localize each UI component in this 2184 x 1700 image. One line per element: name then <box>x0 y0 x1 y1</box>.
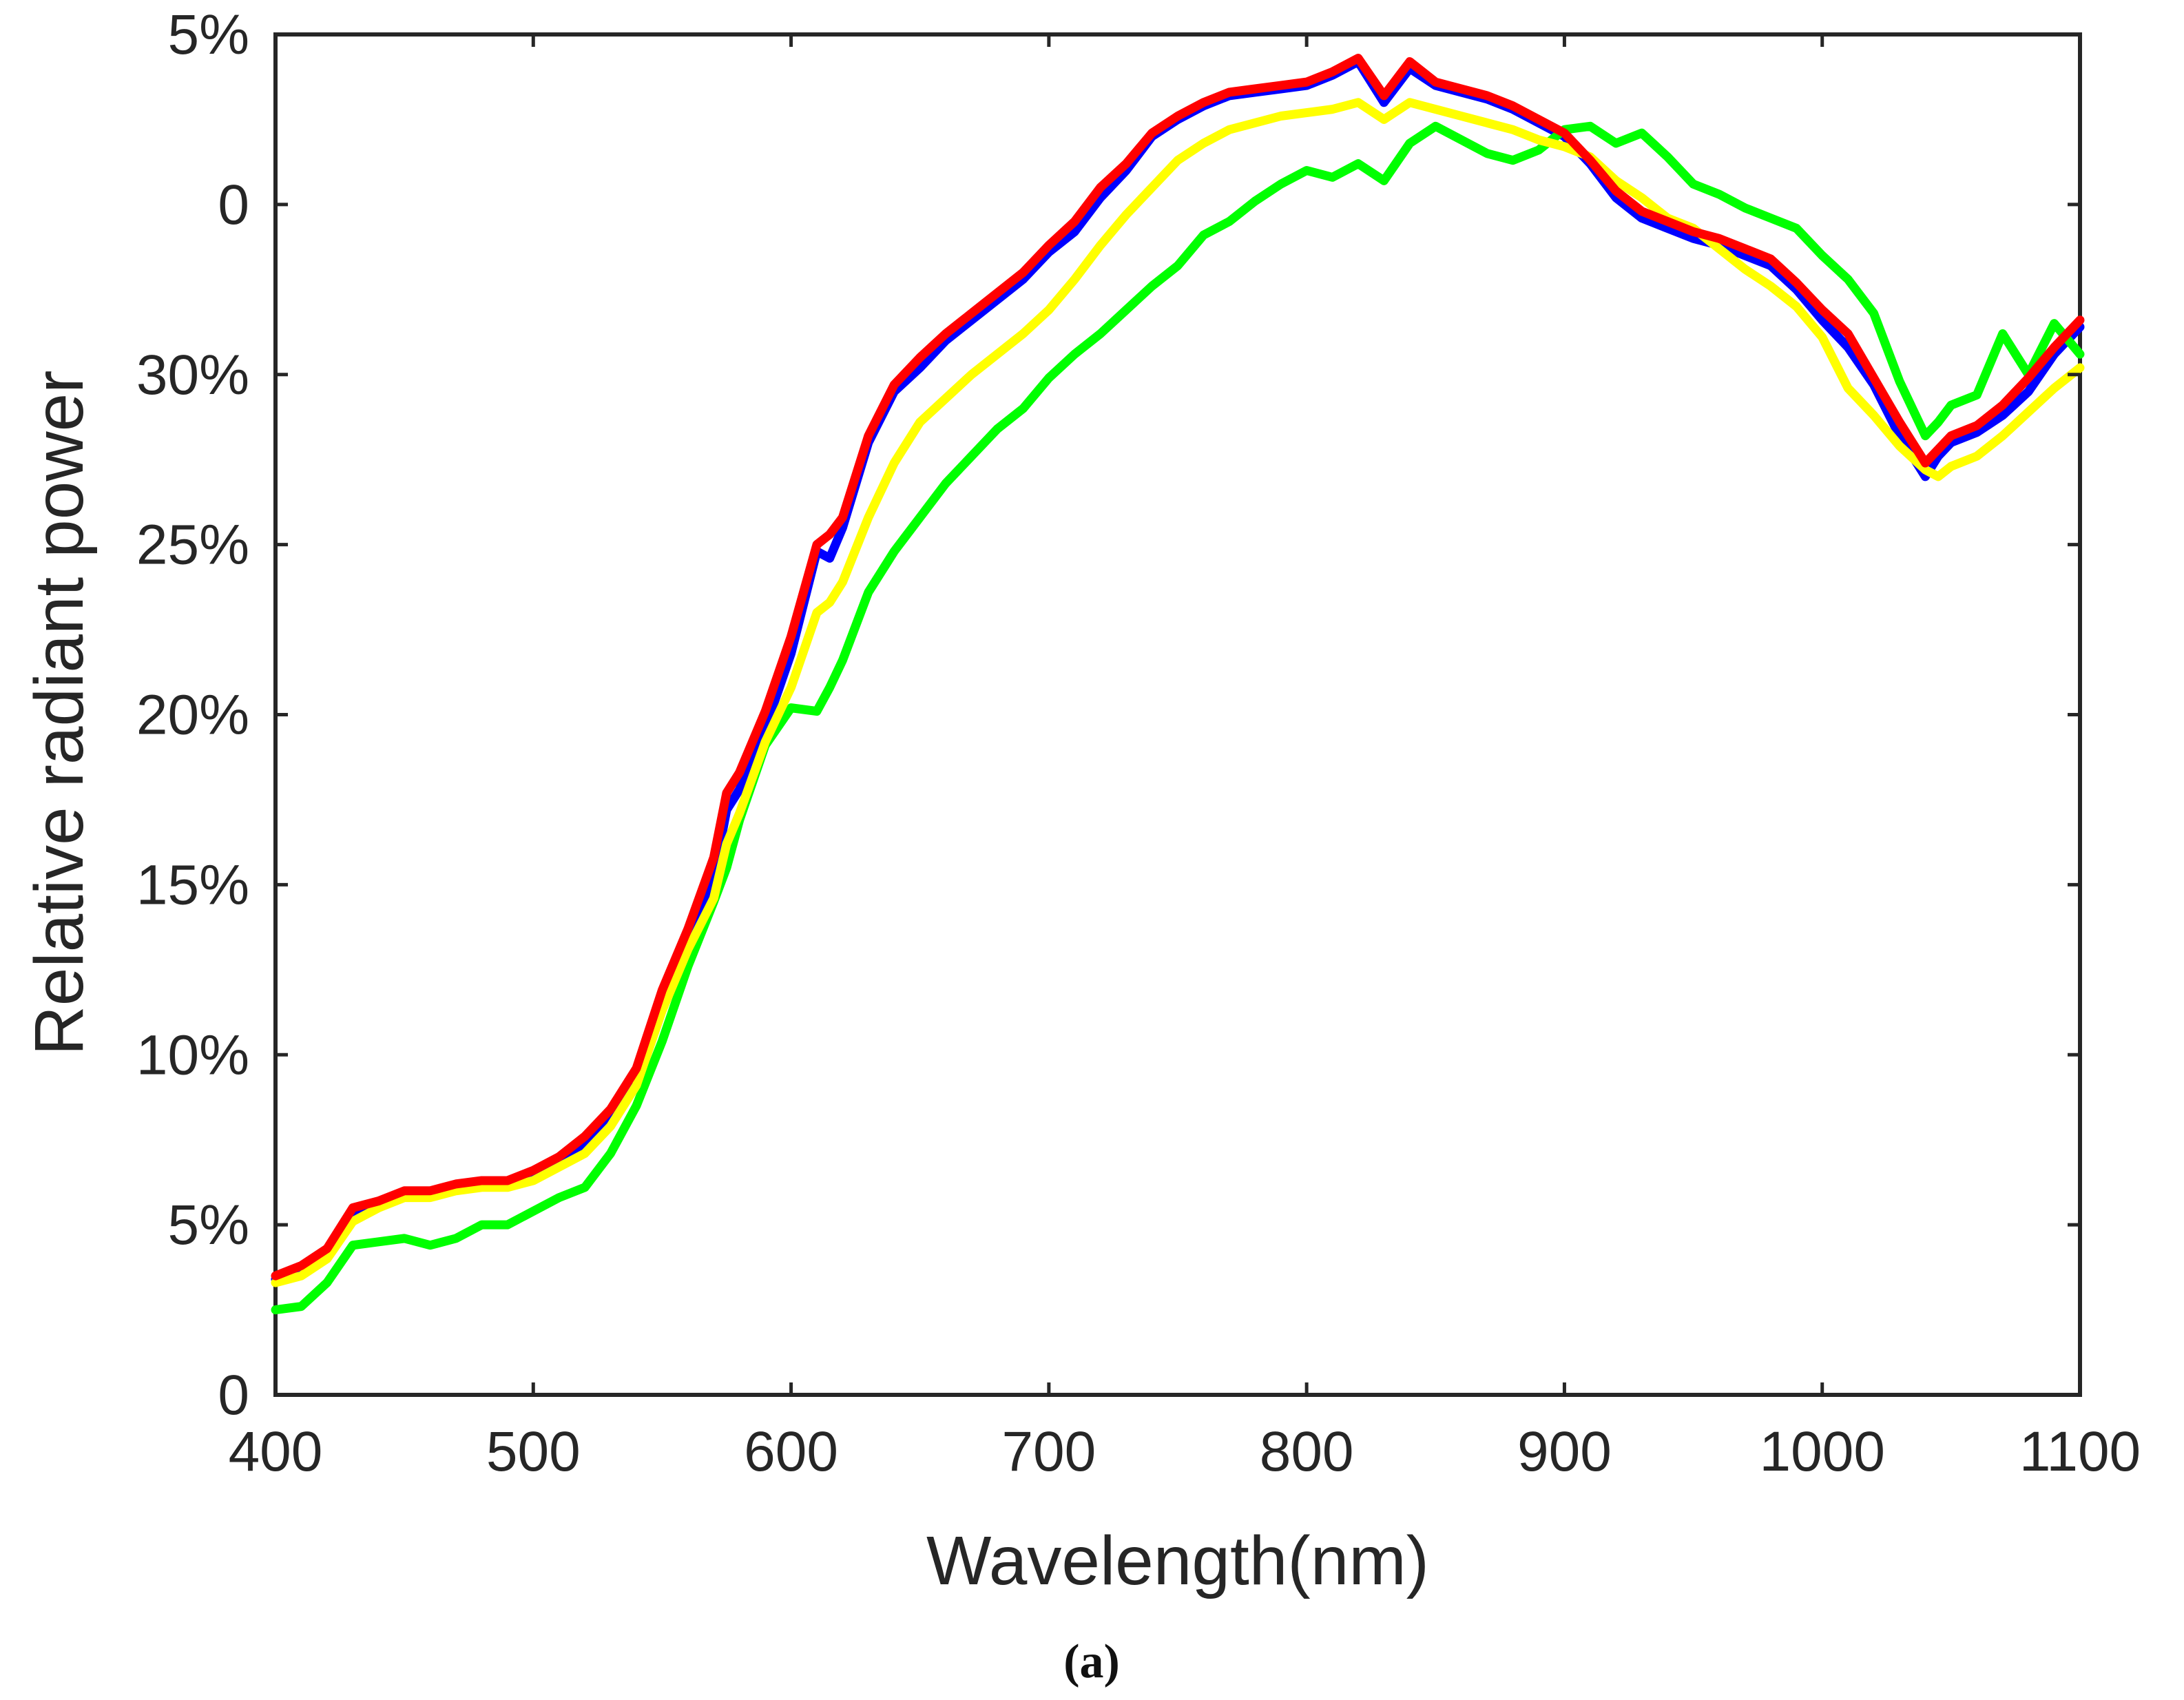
x-tick-label: 1100 <box>2019 1420 2141 1483</box>
series-line-green <box>271 121 2085 1315</box>
series-layer <box>271 54 2085 1315</box>
y-tick-label: 5% <box>167 3 249 66</box>
y-tick-label: 25% <box>136 514 249 577</box>
y-tick-label: 20% <box>136 684 249 747</box>
y-tick-label: 10% <box>136 1024 249 1086</box>
x-tick-label: 800 <box>1260 1420 1354 1483</box>
y-tick-label: 0 <box>218 1364 249 1427</box>
x-tick-label: 1000 <box>1760 1420 1885 1483</box>
tick-labels-layer: 400 500 600 700 800 900 1000 1100 0 5% 10% 15% 20% 25… <box>136 3 2141 1483</box>
x-tick-label: 700 <box>1001 1420 1096 1483</box>
series-line-yellow <box>271 98 2085 1287</box>
x-tick-label: 500 <box>486 1420 581 1483</box>
series-line-red <box>271 54 2085 1281</box>
y-tick-label: 5% <box>167 1194 249 1256</box>
x-tick-label: 900 <box>1517 1420 1612 1483</box>
y-tick-label: 15% <box>136 853 249 916</box>
y-axis-title: Relative radiant power <box>21 371 98 1056</box>
x-tick-label: 600 <box>744 1420 838 1483</box>
ticks-layer <box>273 32 2082 1397</box>
y-tick-label: 0 <box>218 174 249 236</box>
figure-subcaption: (a) <box>1063 1635 1120 1688</box>
x-tick-label: 400 <box>229 1420 323 1483</box>
x-axis-title: Wavelength(nm) <box>926 1522 1429 1599</box>
y-tick-label: 30% <box>136 344 249 406</box>
